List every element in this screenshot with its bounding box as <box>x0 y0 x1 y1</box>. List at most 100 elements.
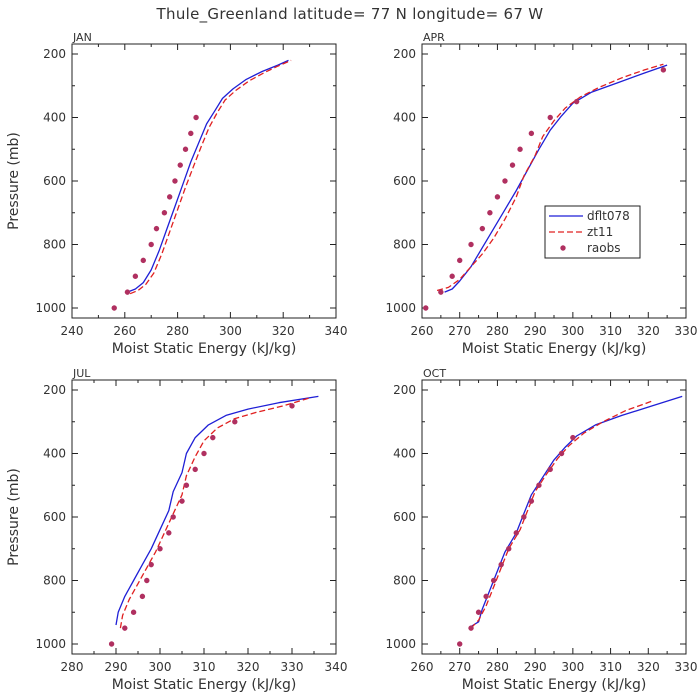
x-tick-label: 320 <box>637 660 660 674</box>
raobs-point <box>570 434 576 441</box>
raobs-point <box>130 609 137 615</box>
panels: JAN 240 260 280 300 320 340 200 400 600 800 1000 Moi… <box>6 31 697 693</box>
raobs-point <box>179 498 185 504</box>
raobs-point <box>170 514 176 520</box>
x-tick-label: 280 <box>61 660 84 674</box>
panel-label: OCT <box>423 367 446 380</box>
y-axis-label: Pressure (mb) <box>6 468 22 566</box>
y-tick-label: 600 <box>43 174 66 188</box>
x-tick-label: 330 <box>281 660 304 674</box>
x-tick-label: 320 <box>237 660 260 674</box>
raobs-point <box>521 514 527 520</box>
raobs-point <box>210 434 216 441</box>
raobs-point <box>122 625 128 631</box>
plot-frame <box>421 379 687 655</box>
x-axis-label: Moist Static Energy (kJ/kg) <box>112 677 297 693</box>
raobs-point <box>502 178 508 184</box>
raobs-point <box>144 577 150 584</box>
x-tick-label: 310 <box>193 660 216 674</box>
raobs-point <box>528 498 535 504</box>
raobs-point <box>660 67 667 73</box>
raobs-point <box>289 403 295 409</box>
raobs-point <box>490 577 497 584</box>
raobs-point <box>148 561 154 568</box>
legend: dflt078 zt11 raobs <box>544 205 641 259</box>
panel-label: APR <box>423 31 445 44</box>
y-tick-label: 1000 <box>35 637 66 651</box>
y-tick-label: 400 <box>43 111 66 125</box>
y-tick-label: 600 <box>393 174 416 188</box>
x-tick-label: 300 <box>219 324 242 338</box>
y-tick-label: 400 <box>43 447 66 461</box>
x-tick-label: 280 <box>166 324 189 338</box>
raobs-point <box>498 561 504 568</box>
zt11-line <box>119 397 310 629</box>
raobs-point <box>108 641 115 647</box>
raobs-point <box>161 210 168 216</box>
x-tick-label: 290 <box>524 660 547 674</box>
raobs-point <box>201 450 207 457</box>
raobs-point <box>528 130 535 137</box>
y-tick-label: 800 <box>393 238 416 252</box>
zt11-line <box>470 400 653 629</box>
raobs-point <box>475 609 482 615</box>
raobs-point <box>487 210 493 216</box>
raobs-point <box>192 466 198 473</box>
raobs-point <box>457 641 463 647</box>
y-tick-label: 200 <box>393 47 416 61</box>
raobs-point <box>193 114 199 121</box>
x-tick-label: 330 <box>675 324 698 338</box>
raobs-point <box>513 530 519 536</box>
raobs-point <box>558 450 565 457</box>
raobs-point <box>506 546 512 552</box>
y-tick-label: 600 <box>393 510 416 524</box>
zt11-line <box>129 59 292 295</box>
x-tick-label: 270 <box>448 660 471 674</box>
y-tick-label: 600 <box>43 510 66 524</box>
legend-symbol <box>560 245 566 251</box>
panel-jul: JUL 280 290 300 310 320 330 340 200 400 600 800 1000… <box>6 367 347 693</box>
x-tick-label: 300 <box>149 660 172 674</box>
raobs-point <box>509 162 516 168</box>
legend-entry-raobs: raobs <box>587 241 621 255</box>
x-tick-label: 340 <box>325 324 348 338</box>
raobs-point <box>188 130 194 137</box>
legend-entry-zt11: zt11 <box>587 225 613 239</box>
raobs-point <box>139 593 146 600</box>
raobs-point <box>153 225 160 232</box>
raobs-point <box>468 241 474 248</box>
raobs-point <box>468 625 474 631</box>
x-tick-label: 290 <box>105 660 128 674</box>
raobs-point <box>148 241 154 248</box>
y-tick-label: 200 <box>393 383 416 397</box>
y-tick-label: 200 <box>43 383 66 397</box>
raobs-point <box>547 114 553 121</box>
legend-entry-dflt078: dflt078 <box>587 209 630 223</box>
raobs-point <box>457 257 463 264</box>
raobs-point <box>573 98 580 105</box>
x-tick-label: 260 <box>411 660 434 674</box>
raobs-point <box>140 257 146 264</box>
raobs-point <box>547 466 553 473</box>
y-axis-label: Pressure (mb) <box>6 132 22 230</box>
panel-jan: JAN 240 260 280 300 320 340 200 400 600 800 1000 Moi… <box>6 31 347 357</box>
zt11-line <box>436 63 664 292</box>
raobs-point <box>232 419 238 425</box>
x-tick-label: 280 <box>486 660 509 674</box>
panel-oct: OCT 260 270 280 290 300 310 320 330 200 400 600 800 1… <box>385 367 697 693</box>
x-tick-label: 240 <box>61 324 84 338</box>
raobs-point <box>111 305 117 311</box>
x-axis-label: Moist Static Energy (kJ/kg) <box>462 341 647 357</box>
panel-label: JAN <box>72 31 92 44</box>
raobs-point <box>166 194 173 200</box>
y-tick-label: 1000 <box>385 301 416 315</box>
plot-frame <box>71 379 337 655</box>
raobs-point <box>157 546 163 552</box>
x-tick-label: 320 <box>272 324 295 338</box>
raobs-point <box>124 289 131 295</box>
plot-frame <box>71 43 337 319</box>
x-tick-label: 290 <box>524 324 547 338</box>
dflt078-line <box>127 59 289 293</box>
x-tick-label: 300 <box>561 324 584 338</box>
figure-title: Thule_Greenland latitude= 77 N longitude… <box>156 5 544 24</box>
